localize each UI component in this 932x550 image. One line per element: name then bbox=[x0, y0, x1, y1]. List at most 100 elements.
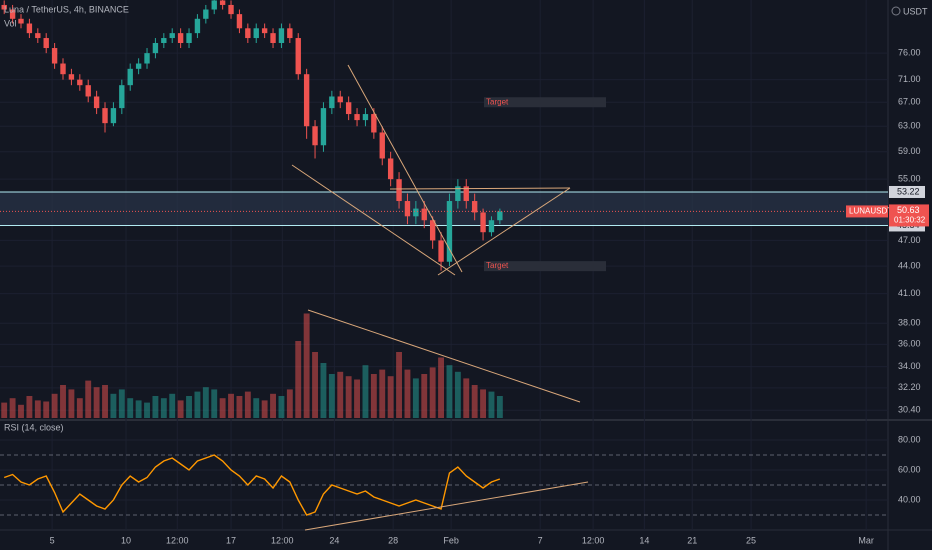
volume-bar bbox=[219, 398, 226, 418]
candle-body bbox=[270, 33, 276, 44]
volume-bar bbox=[396, 352, 402, 418]
volume-bar bbox=[211, 389, 218, 418]
candle-body bbox=[68, 74, 75, 80]
volume-bar bbox=[488, 391, 495, 418]
candle-body bbox=[337, 96, 343, 103]
candle-body bbox=[421, 208, 427, 221]
volume-bar bbox=[438, 357, 444, 418]
candle-body bbox=[144, 53, 150, 64]
candle-body bbox=[320, 108, 327, 146]
target-box bbox=[484, 97, 606, 108]
volume-bar bbox=[236, 396, 243, 418]
volume-bar bbox=[85, 380, 92, 418]
candle-body bbox=[471, 201, 478, 213]
volume-bar bbox=[278, 396, 285, 418]
candle-body bbox=[446, 201, 453, 262]
x-tick-label: Mar bbox=[858, 535, 874, 545]
trendline bbox=[347, 64, 463, 273]
volume-bar bbox=[286, 389, 293, 418]
candle-body bbox=[18, 18, 24, 24]
candle-body bbox=[211, 0, 217, 10]
target-label: Target bbox=[486, 261, 509, 270]
y-tick-label: 38.00 bbox=[898, 318, 921, 328]
candle-body bbox=[480, 212, 486, 233]
y-tick-label: 44.00 bbox=[898, 261, 921, 271]
candle-body bbox=[379, 132, 385, 159]
y-tick-label: 32.20 bbox=[898, 382, 921, 392]
candle-body bbox=[177, 33, 184, 44]
candle-body bbox=[102, 108, 108, 124]
candle-body bbox=[77, 79, 83, 86]
volume-bar bbox=[270, 393, 276, 418]
volume-bar bbox=[177, 400, 184, 418]
volume-bar bbox=[345, 376, 352, 418]
x-tick-label: 28 bbox=[388, 535, 398, 545]
candle-body bbox=[93, 96, 100, 109]
trendline bbox=[307, 309, 581, 403]
volume-bar bbox=[118, 389, 125, 418]
volume-bar bbox=[446, 365, 453, 418]
volume-bar bbox=[244, 391, 251, 418]
volume-bar bbox=[379, 369, 386, 418]
candle-body bbox=[119, 85, 125, 109]
volume-bar bbox=[429, 367, 436, 418]
volume-bar bbox=[295, 341, 302, 418]
y-tick-label: 36.00 bbox=[898, 339, 921, 349]
y-tick-label: 80.00 bbox=[898, 434, 921, 444]
candle-body bbox=[219, 0, 226, 5]
candle-body bbox=[186, 33, 192, 44]
volume-bar bbox=[135, 400, 142, 418]
candle-body bbox=[135, 63, 142, 69]
candle-body bbox=[194, 18, 201, 34]
volume-bar bbox=[26, 396, 33, 418]
volume-bar bbox=[202, 387, 209, 418]
volume-bar bbox=[1, 402, 8, 418]
candle-body bbox=[152, 43, 159, 54]
candle-body bbox=[295, 38, 301, 75]
candle-body bbox=[303, 74, 310, 127]
x-tick-label: 5 bbox=[50, 535, 55, 545]
volume-bar bbox=[370, 374, 377, 418]
x-tick-label: Feb bbox=[443, 535, 459, 545]
candle-body bbox=[203, 9, 209, 19]
symbol-label: LUNAUSDT bbox=[849, 207, 892, 216]
level-tag bbox=[889, 185, 925, 198]
candle-body bbox=[51, 48, 58, 64]
volume-bar bbox=[387, 376, 394, 418]
price-tag bbox=[889, 204, 929, 227]
currency[interactable]: USDT bbox=[903, 6, 928, 16]
volume-bar bbox=[320, 363, 327, 418]
volume-bar bbox=[93, 387, 100, 418]
rsi-line bbox=[3, 454, 501, 516]
volume-bar bbox=[186, 396, 192, 418]
volume-bar bbox=[471, 385, 478, 418]
trendline bbox=[389, 187, 571, 190]
y-tick-label: 76.00 bbox=[898, 48, 921, 58]
candle-body bbox=[169, 33, 175, 39]
symbol-tag bbox=[846, 205, 888, 218]
chart-title: Luna / TetherUS, 4h, BINANCE bbox=[4, 4, 129, 14]
x-tick-label: 25 bbox=[746, 535, 756, 545]
volume-bar bbox=[9, 398, 16, 418]
y-tick-label: 59.00 bbox=[898, 146, 921, 156]
currency-icon[interactable] bbox=[891, 6, 901, 16]
y-tick-label: 40.00 bbox=[898, 494, 921, 504]
x-tick-label: 21 bbox=[687, 535, 697, 545]
trendline bbox=[437, 187, 571, 276]
candle-body bbox=[253, 28, 259, 39]
x-tick-label: 12:00 bbox=[271, 535, 294, 545]
volume-bar bbox=[480, 389, 487, 418]
volume-bar bbox=[404, 369, 411, 418]
candle-body bbox=[278, 28, 285, 44]
candle-body bbox=[1, 4, 7, 10]
volume-bar bbox=[152, 396, 159, 418]
volume-bar bbox=[261, 400, 268, 418]
candle-body bbox=[43, 38, 49, 49]
volume-bar bbox=[144, 402, 150, 418]
candle-body bbox=[404, 201, 411, 217]
volume-bar bbox=[60, 385, 66, 418]
